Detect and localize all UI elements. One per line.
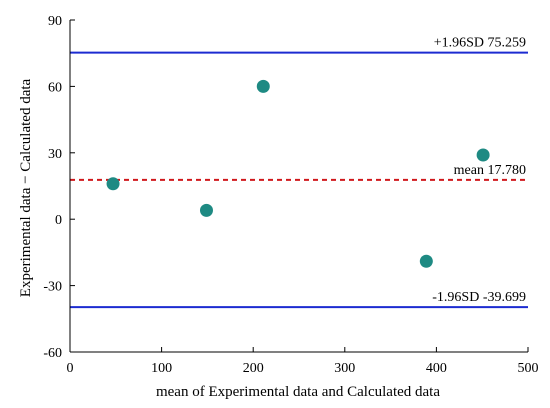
x-tick-label-4: 400 <box>426 361 447 376</box>
reference-line-label-1: mean 17.780 <box>454 163 526 178</box>
x-tick-label-3: 300 <box>334 361 355 376</box>
x-tick-label-5: 500 <box>518 361 539 376</box>
x-tick-label-2: 200 <box>243 361 264 376</box>
y-tick-label-1: -30 <box>43 280 62 295</box>
x-tick-label-0: 0 <box>67 361 74 376</box>
data-points <box>106 79 490 268</box>
axes <box>69 20 528 353</box>
data-point-4 <box>476 148 490 162</box>
data-point-0 <box>106 177 120 191</box>
y-tick-label-5: 90 <box>48 14 62 29</box>
data-point-2 <box>256 79 270 93</box>
x-axis-label: mean of Experimental data and Calculated… <box>156 384 440 400</box>
axis-ticks: 0 100 200 300 400 500 -60 -30 0 30 60 90 <box>43 14 538 376</box>
y-tick-label-2: 0 <box>55 213 62 228</box>
y-axis-label: Experimental data − Calculated data <box>18 78 34 297</box>
y-tick-label-4: 60 <box>48 80 62 95</box>
data-point-3 <box>419 254 433 268</box>
y-tick-label-0: -60 <box>43 346 62 361</box>
data-point-1 <box>199 203 213 217</box>
reference-line-label-2: -1.96SD -39.699 <box>432 290 526 305</box>
y-tick-label-3: 30 <box>48 147 62 162</box>
x-tick-label-1: 100 <box>151 361 172 376</box>
reference-line-label-0: +1.96SD 75.259 <box>434 36 526 51</box>
reference-lines: +1.96SD 75.259 mean 17.780 -1.96SD -39.699 <box>70 36 528 309</box>
